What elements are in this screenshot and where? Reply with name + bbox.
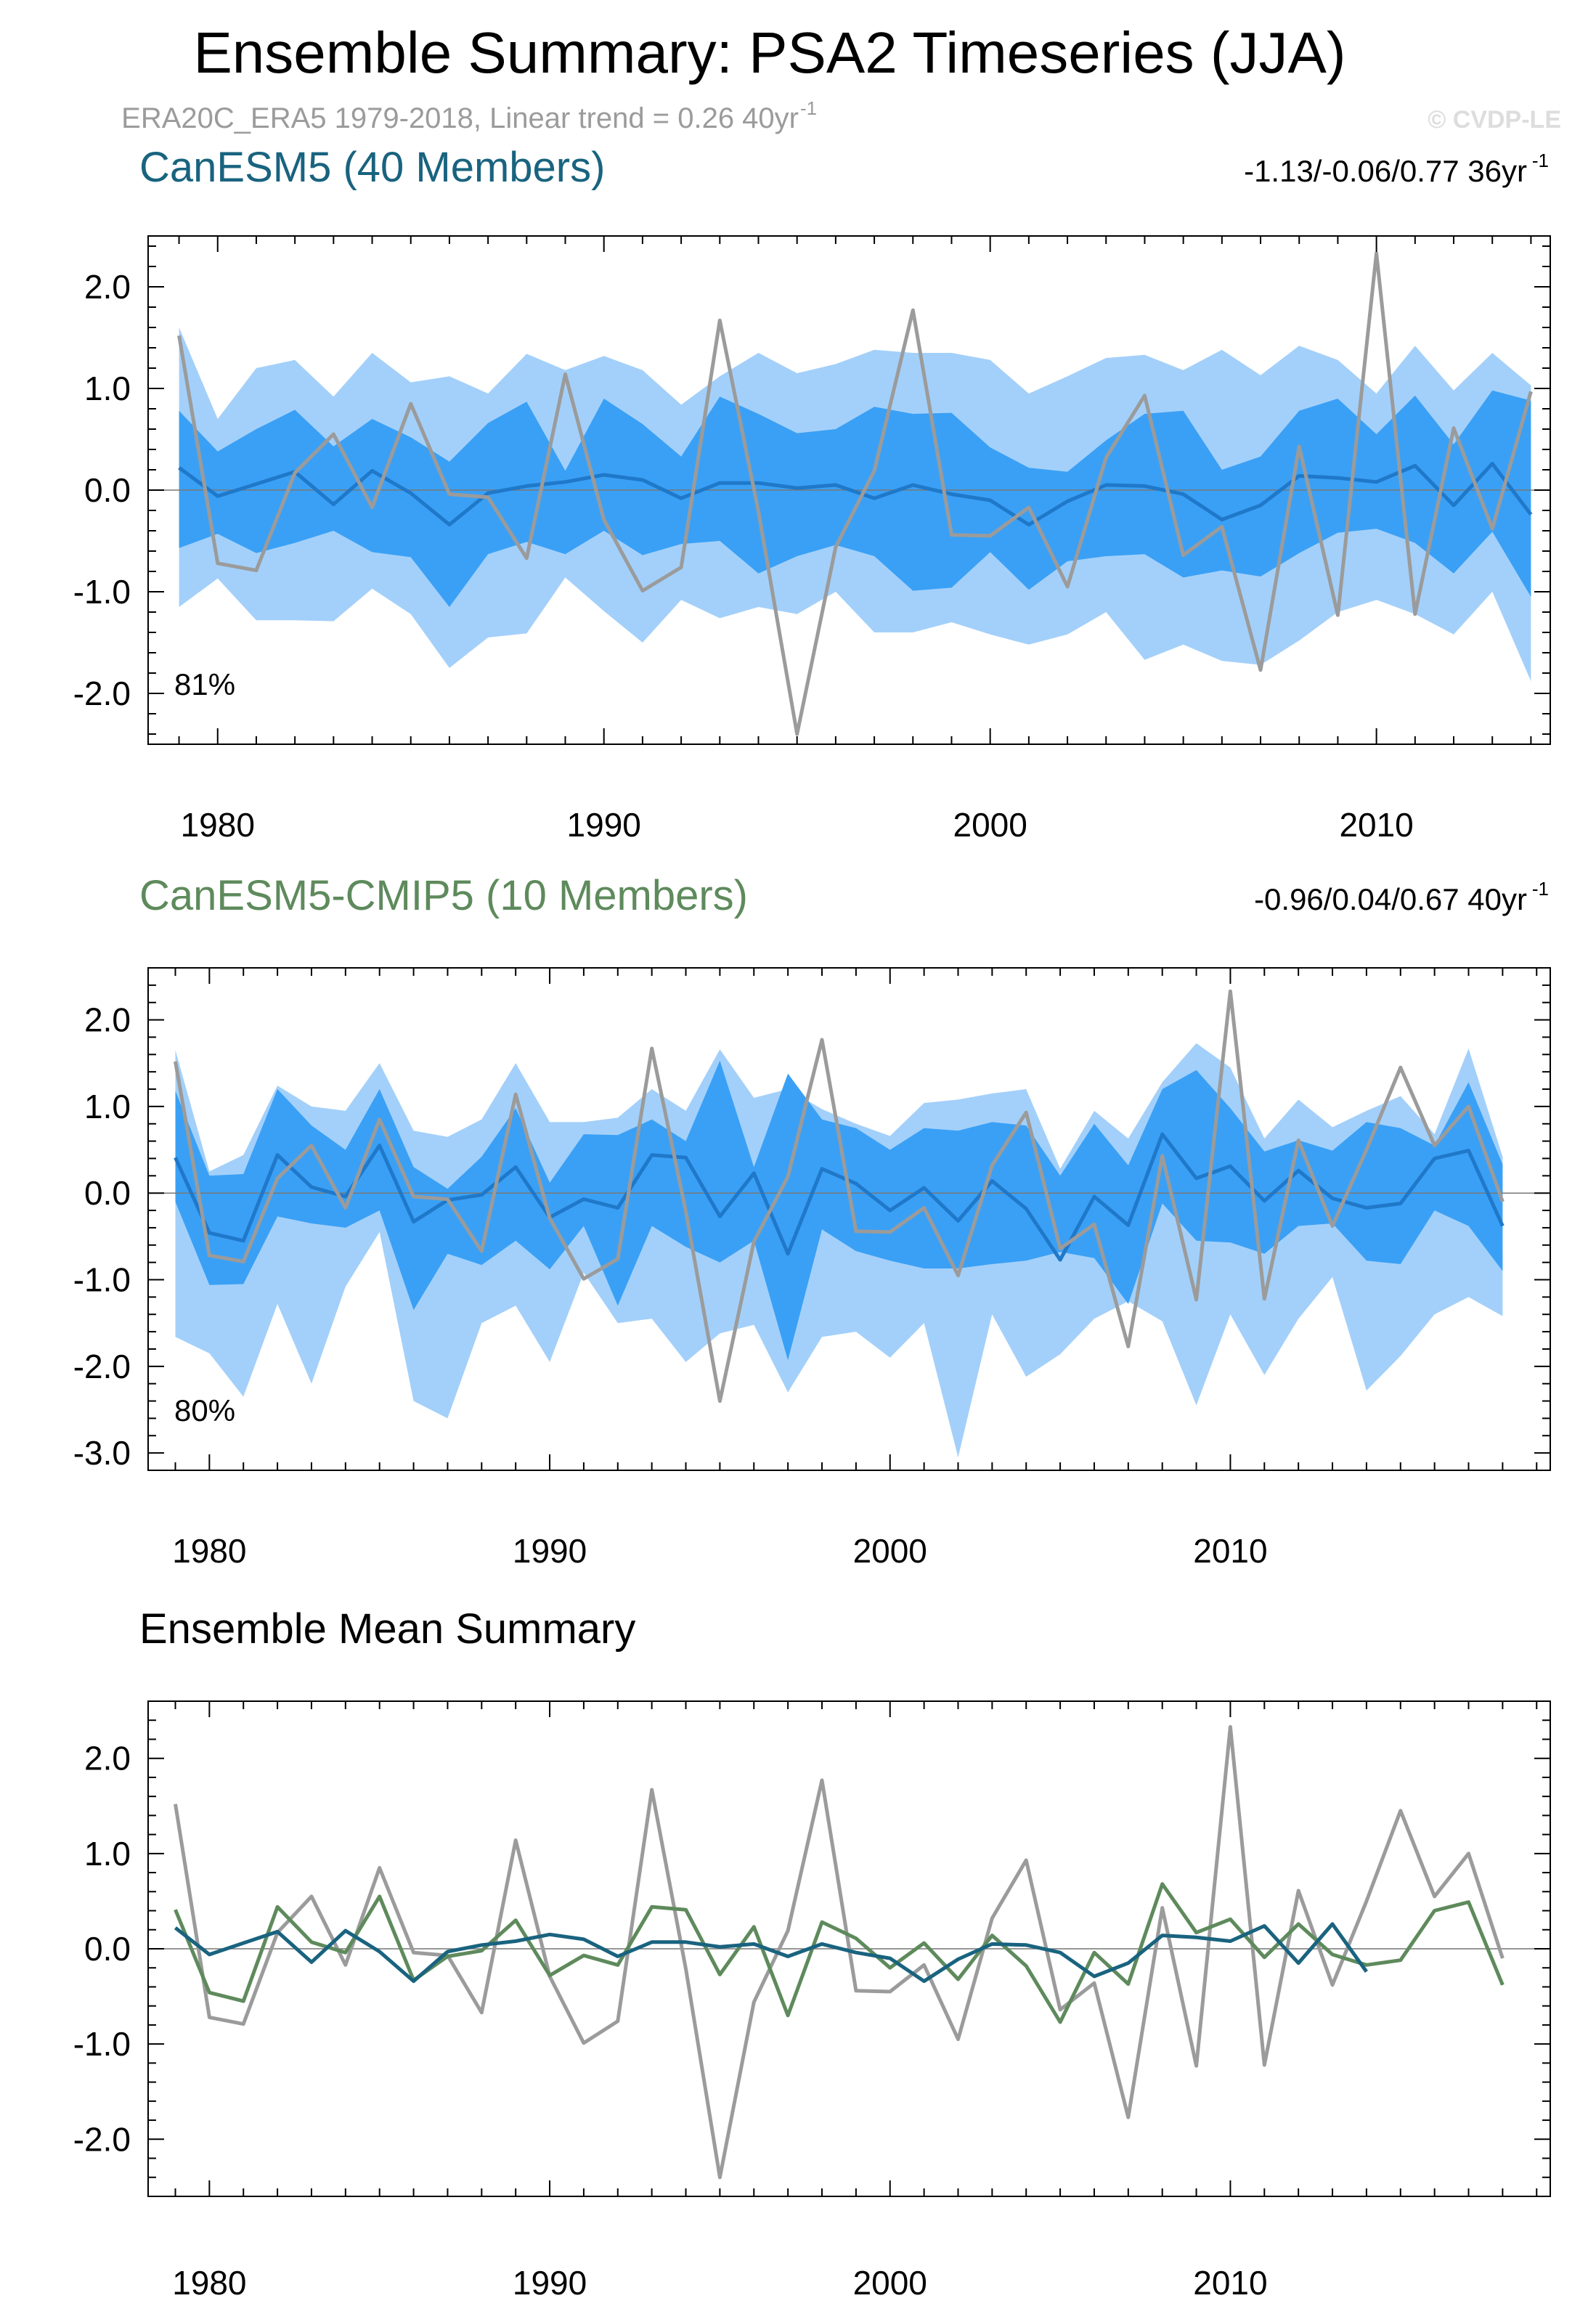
y-tick-label: -1.0: [73, 573, 131, 611]
y-tick-label: 1.0: [84, 370, 131, 407]
x-tick-label: 2000: [853, 2264, 927, 2302]
y-tick-label: -2.0: [73, 2120, 131, 2158]
series-line-era20c-era5: [174, 1724, 1505, 2180]
panel-title: Ensemble Mean Summary: [139, 1605, 635, 1653]
x-tick-label: 2010: [1339, 806, 1413, 844]
panel-title: CanESM5 (40 Members): [139, 144, 605, 191]
trend-superscript: -1: [1532, 878, 1549, 900]
x-tick-label: 1980: [172, 2264, 246, 2302]
subtitle-superscript: -1: [800, 97, 817, 119]
panel-title: CanESM5-CMIP5 (10 Members): [139, 872, 748, 919]
y-tick-label: 2.0: [84, 1001, 131, 1039]
series-line-canesm5: [174, 1922, 1368, 1984]
inner-spread-band: [179, 390, 1531, 607]
y-tick-label: 2.0: [84, 268, 131, 306]
panels: 2.0 1.0 0.0 -1.0 -2.0 1980 1990 2000 2010 CanESM5…: [73, 144, 1551, 2302]
y-tick-label: -1.0: [73, 1261, 131, 1299]
panel-2: 2.0 1.0 0.0 -1.0 -2.0 -3.0 1980 1990 2000 2010 Can…: [73, 872, 1551, 1570]
y-tick-label: 1.0: [84, 1088, 131, 1125]
y-tick-label: 0.0: [84, 1174, 131, 1212]
plot-area: [148, 251, 1550, 736]
trend-label: -0.96/0.04/0.67 40yr: [1254, 882, 1527, 916]
panel-1: 2.0 1.0 0.0 -1.0 -2.0 1980 1990 2000 2010 CanESM5…: [73, 144, 1551, 844]
y-tick-label: -1.0: [73, 2025, 131, 2063]
axis-ticks: [148, 1700, 1550, 2197]
x-tick-label: 2000: [853, 1532, 927, 1570]
watermark: © CVDP-LE: [1428, 106, 1561, 134]
x-tick-label: 2000: [953, 806, 1027, 844]
y-tick-label: -2.0: [73, 1348, 131, 1385]
y-tick-label: 1.0: [84, 1835, 131, 1873]
axis-ticks: [148, 967, 1550, 1471]
trend-label: -1.13/-0.06/0.77 36yr: [1244, 154, 1527, 188]
y-tick-label: 0.0: [84, 1930, 131, 1968]
plot-area: [148, 989, 1550, 1458]
ensemble-mean-line: [174, 1132, 1505, 1262]
main-title: Ensemble Summary: PSA2 Timeseries (JJA): [193, 20, 1345, 85]
x-tick-label: 1980: [181, 806, 255, 844]
y-tick-label: 2.0: [84, 1740, 131, 1777]
x-tick-label: 2010: [1193, 2264, 1267, 2302]
series-line-canesm5-cmip5: [174, 1882, 1505, 2024]
plot-frame: [147, 967, 1551, 1471]
observed-line: [177, 251, 1533, 736]
percent-label: 80%: [174, 1393, 235, 1427]
percent-label: 81%: [174, 667, 235, 701]
y-tick-label: 0.0: [84, 471, 131, 509]
x-tick-label: 2010: [1193, 1532, 1267, 1570]
observed-line: [174, 989, 1505, 1404]
panel-3: 2.0 1.0 0.0 -1.0 -2.0 1980 1990 2000 2010 Ensembl…: [73, 1605, 1551, 2302]
subtitle: ERA20C_ERA5 1979-2018, Linear trend = 0.…: [121, 102, 799, 134]
x-tick-label: 1980: [172, 1532, 246, 1570]
axis-ticks: [148, 236, 1550, 744]
x-tick-label: 1990: [513, 2264, 587, 2302]
y-tick-label: -2.0: [73, 675, 131, 712]
x-tick-label: 1990: [513, 1532, 587, 1570]
x-tick-label: 1990: [567, 806, 641, 844]
y-tick-label: -3.0: [73, 1434, 131, 1472]
plot-area: [148, 1724, 1550, 2180]
trend-superscript: -1: [1532, 150, 1549, 171]
